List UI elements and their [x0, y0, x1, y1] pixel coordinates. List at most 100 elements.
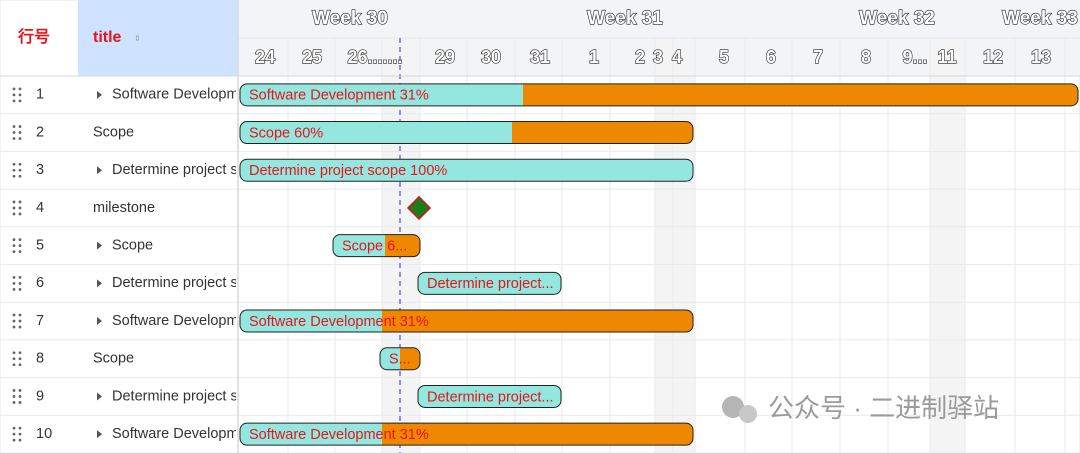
handle-dot: [12, 426, 16, 430]
row-title: Scope: [93, 351, 134, 367]
handle-dot: [12, 238, 16, 242]
handle-dot: [12, 281, 16, 285]
week-label: Week 30: [312, 8, 388, 29]
row-index: 9: [36, 388, 44, 404]
bar-outline: [332, 234, 421, 258]
handle-dot: [12, 351, 16, 355]
drag-handle[interactable]: [12, 200, 22, 216]
bar-progress: [240, 423, 382, 446]
expand-toggle[interactable]: [97, 392, 102, 401]
drag-handle[interactable]: [12, 389, 22, 404]
row-title: Determine project scope: [112, 162, 269, 178]
drag-handle[interactable]: [12, 125, 22, 140]
handle-dot: [12, 438, 16, 442]
handle-dot: [18, 131, 22, 134]
drag-handle[interactable]: [12, 162, 22, 178]
task-bar[interactable]: [380, 347, 420, 370]
task-bar[interactable]: [240, 121, 693, 144]
bar-label: Software Development 31%: [249, 88, 429, 104]
handle-dot: [12, 395, 16, 398]
handle-dot: [18, 168, 22, 172]
handle-dot: [12, 389, 16, 392]
sort-icon[interactable]: ⇕: [134, 34, 141, 43]
row-index: 1: [36, 87, 44, 103]
handle-dot: [18, 389, 22, 392]
handle-dot: [18, 250, 22, 254]
task-bar[interactable]: [333, 234, 420, 257]
handle-dot: [18, 281, 22, 285]
watermark-text: 公众号 · 二进制驿站: [768, 393, 999, 423]
bar-progress: [240, 310, 382, 333]
expand-toggle[interactable]: [97, 317, 102, 326]
expand-toggle[interactable]: [97, 430, 102, 439]
handle-dot: [12, 363, 16, 367]
day-label: 9...: [902, 47, 927, 67]
column-header[interactable]: 行号: [17, 27, 50, 46]
handle-dot: [18, 319, 22, 323]
expand-toggle[interactable]: [97, 166, 102, 175]
handle-dot: [18, 363, 22, 367]
row-title: Scope: [93, 124, 134, 140]
column-header[interactable]: title: [93, 29, 122, 46]
row-title: Software Development: [112, 313, 259, 329]
drag-handle[interactable]: [12, 351, 22, 367]
task-bar[interactable]: [240, 423, 693, 446]
bar-progress: [333, 234, 385, 257]
bar-label: Determine project scope 100%: [249, 163, 447, 179]
handle-dot: [12, 99, 16, 103]
bar-outline: [239, 83, 1079, 107]
handle-dot: [12, 200, 16, 204]
handle-dot: [12, 244, 16, 248]
drag-handle[interactable]: [12, 238, 22, 254]
handle-dot: [12, 325, 16, 329]
handle-dot: [12, 357, 16, 361]
drag-handle[interactable]: [12, 313, 22, 329]
row-index: 10: [36, 426, 52, 442]
bar-label: Software Development 31%: [249, 314, 429, 330]
handle-dot: [18, 137, 22, 140]
day-label: 31: [530, 47, 550, 67]
bar-outline: [417, 271, 562, 295]
row-title: Software Development: [112, 87, 259, 103]
handle-dot: [18, 125, 22, 128]
day-label: 24: [255, 47, 275, 67]
expand-toggle[interactable]: [97, 241, 102, 250]
bar-outline: [239, 422, 694, 446]
bar-progress: [418, 385, 561, 408]
drag-handle[interactable]: [12, 426, 22, 442]
handle-dot: [12, 275, 16, 279]
handle-dot: [18, 212, 22, 216]
day-label: 29: [435, 47, 455, 67]
row-title: Determine project scope: [112, 388, 269, 404]
drag-handle[interactable]: [12, 87, 22, 103]
day-label: 5: [719, 47, 729, 67]
task-bar[interactable]: [240, 83, 1078, 106]
bar-outline: [239, 158, 694, 182]
weekend-shade: [930, 38, 965, 453]
handle-dot: [18, 244, 22, 248]
row-index: 3: [36, 162, 44, 178]
task-bar[interactable]: [240, 310, 693, 333]
drag-handle[interactable]: [12, 275, 22, 291]
day-label: 7: [813, 47, 823, 67]
handle-dot: [18, 87, 22, 91]
row-index: 6: [36, 275, 44, 291]
row-index: 7: [36, 313, 44, 329]
task-bar[interactable]: [418, 272, 561, 295]
day-label: 11: [937, 47, 956, 67]
row-title: Software Development: [112, 426, 259, 442]
bar-label: S...: [389, 352, 411, 368]
week-label: Week 31: [587, 8, 663, 29]
row-title: Scope: [112, 237, 153, 253]
day-label: 26.......: [347, 47, 402, 67]
task-bar[interactable]: [240, 159, 693, 182]
expand-toggle[interactable]: [97, 90, 102, 99]
task-bar[interactable]: [418, 385, 561, 408]
handle-dot: [18, 432, 22, 436]
handle-dot: [18, 438, 22, 442]
expand-toggle[interactable]: [97, 279, 102, 288]
handle-dot: [18, 174, 22, 178]
handle-dot: [18, 99, 22, 103]
handle-dot: [18, 275, 22, 279]
day-label: 2: [635, 47, 645, 67]
